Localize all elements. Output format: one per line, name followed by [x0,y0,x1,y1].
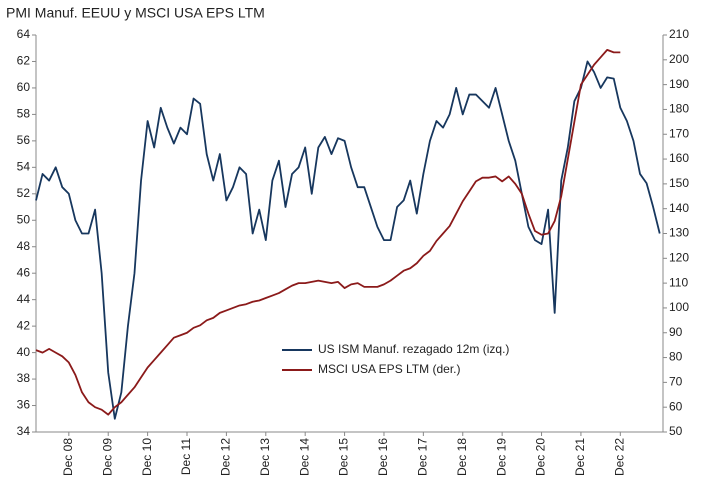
x-tick-label: Dec 22 [612,438,626,476]
data-line [35,48,621,416]
x-tick-label: Dec 13 [258,438,272,476]
y2-tick-label: 50 [669,424,683,438]
y-tick-label: 64 [17,27,31,41]
y-tick-label: 50 [17,212,31,226]
legend-label: US ISM Manuf. rezagado 12m (izq.) [318,342,509,356]
x-tick-label: Dec 15 [337,438,351,476]
y-tick-label: 56 [17,133,31,147]
y-tick-label: 54 [17,160,31,174]
y-tick-label: 60 [17,80,31,94]
y2-tick-label: 210 [669,27,689,41]
y2-tick-label: 190 [669,77,689,91]
y-tick-label: 38 [17,371,31,385]
x-tick-label: Dec 11 [179,438,193,475]
y2-tick-label: 100 [669,300,689,314]
y2-tick-label: 150 [669,176,689,190]
y2-tick-label: 120 [669,250,689,264]
y2-tick-label: 60 [669,399,683,413]
y-tick-label: 48 [17,239,31,253]
y-tick-label: 58 [17,107,31,121]
y2-tick-label: 180 [669,102,689,116]
x-tick-label: Dec 10 [140,438,154,476]
legend-box [278,340,578,382]
legend-label: MSCI USA EPS LTM (der.) [318,362,460,376]
x-tick-label: Dec 08 [61,438,75,476]
chart-title: PMI Manuf. EEUU y MSCI USA EPS LTM [6,5,265,21]
x-tick-label: Dec 16 [376,438,390,476]
y-tick-label: 40 [17,345,31,359]
y2-tick-label: 200 [669,52,689,66]
x-tick-label: Dec 12 [219,438,233,476]
y2-tick-label: 130 [669,226,689,240]
y2-tick-label: 70 [669,375,683,389]
x-tick-label: Dec 19 [494,438,508,476]
y2-tick-label: 170 [669,126,689,140]
y-tick-label: 44 [17,292,31,306]
x-tick-label: Dec 20 [534,438,548,476]
y2-tick-label: 140 [669,201,689,215]
y2-tick-label: 160 [669,151,689,165]
y-tick-label: 46 [17,265,31,279]
y-tick-label: 42 [17,318,31,332]
y-tick-label: 62 [17,54,31,68]
data-line [35,60,661,420]
x-tick-label: Dec 18 [455,438,469,476]
y-tick-label: 34 [17,424,31,438]
x-tick-label: Dec 14 [297,438,311,476]
y2-tick-label: 80 [669,350,683,364]
x-tick-label: Dec 21 [573,438,587,476]
y-tick-label: 36 [17,398,31,412]
x-tick-label: Dec 09 [100,438,114,476]
x-tick-label: Dec 17 [416,438,430,476]
y-tick-label: 52 [17,186,31,200]
y2-tick-label: 90 [669,325,683,339]
y2-tick-label: 110 [669,275,688,289]
